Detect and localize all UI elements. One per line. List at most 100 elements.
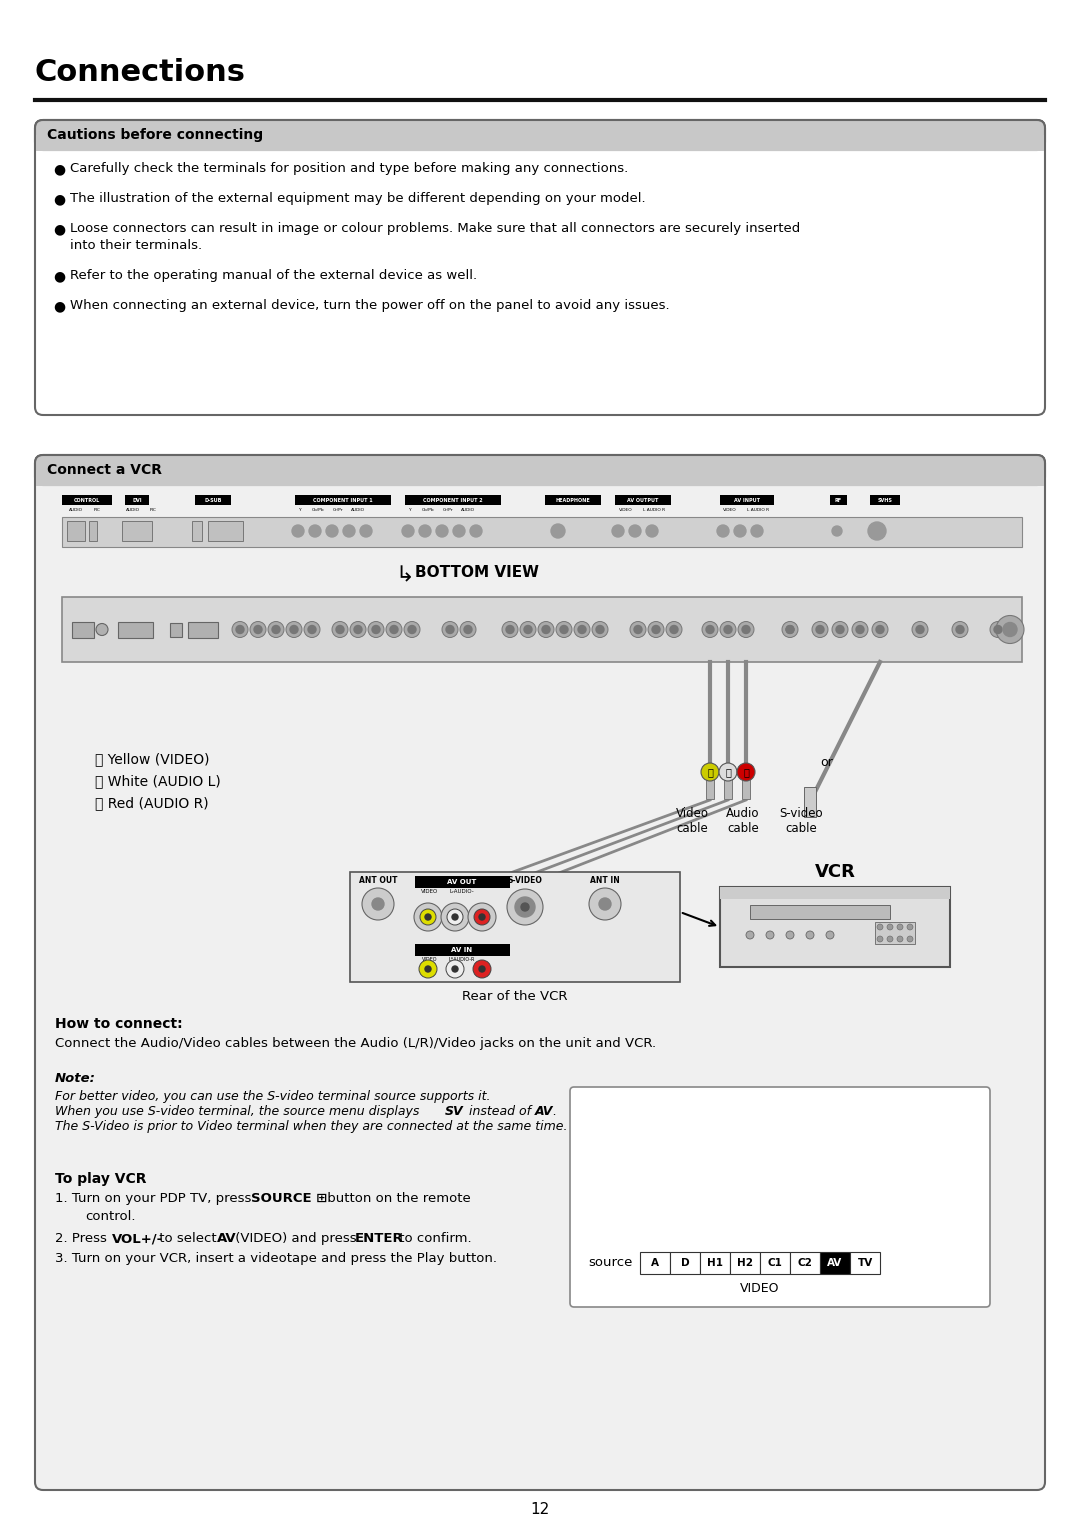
Circle shape <box>441 902 469 931</box>
Text: ⓡ: ⓡ <box>743 767 748 777</box>
Circle shape <box>782 621 798 637</box>
Text: (VIDEO) and press: (VIDEO) and press <box>231 1232 361 1245</box>
Circle shape <box>646 525 658 538</box>
Text: AV: AV <box>535 1106 553 1118</box>
Circle shape <box>630 621 646 637</box>
Text: How to connect:: How to connect: <box>55 1017 183 1031</box>
Circle shape <box>521 902 529 912</box>
Circle shape <box>419 960 437 977</box>
Text: Note:: Note: <box>55 1072 96 1086</box>
Bar <box>700 1252 730 1274</box>
Circle shape <box>897 924 903 930</box>
Text: L AUDIO R: L AUDIO R <box>747 508 769 512</box>
Text: ⓦ: ⓦ <box>725 767 731 777</box>
Circle shape <box>956 626 964 634</box>
Circle shape <box>737 764 755 780</box>
Text: CONTROL: CONTROL <box>73 498 100 502</box>
Text: PIC: PIC <box>149 508 157 512</box>
Text: ●: ● <box>53 192 65 206</box>
Bar <box>118 621 153 637</box>
Circle shape <box>746 931 754 939</box>
Text: AV OUT: AV OUT <box>447 880 476 886</box>
Circle shape <box>426 915 431 919</box>
Text: Cb/Pb: Cb/Pb <box>421 508 434 512</box>
Circle shape <box>812 621 828 637</box>
Circle shape <box>404 621 420 637</box>
Circle shape <box>816 626 824 634</box>
Circle shape <box>877 924 883 930</box>
FancyBboxPatch shape <box>35 455 1045 1490</box>
Circle shape <box>453 525 465 538</box>
Text: AUDIO: AUDIO <box>126 508 140 512</box>
Circle shape <box>436 525 448 538</box>
Circle shape <box>868 522 886 541</box>
Text: AV OUTPUT: AV OUTPUT <box>627 498 659 502</box>
Circle shape <box>254 626 262 634</box>
Circle shape <box>786 626 794 634</box>
Text: ●: ● <box>53 269 65 282</box>
Circle shape <box>877 936 883 942</box>
Circle shape <box>303 621 320 637</box>
Circle shape <box>237 626 244 634</box>
Circle shape <box>887 924 893 930</box>
Circle shape <box>447 909 463 925</box>
Circle shape <box>872 621 888 637</box>
Circle shape <box>480 915 485 919</box>
Bar <box>415 876 510 889</box>
Circle shape <box>599 898 611 910</box>
Circle shape <box>734 525 746 538</box>
Text: ⓦ White (AUDIO L): ⓦ White (AUDIO L) <box>95 774 220 788</box>
Bar <box>208 521 243 541</box>
Circle shape <box>332 621 348 637</box>
Circle shape <box>354 626 362 634</box>
Text: For better video, you can use the S-video terminal source supports it.: For better video, you can use the S-vide… <box>55 1090 490 1102</box>
Text: VIDEO: VIDEO <box>422 957 437 962</box>
Text: The S-Video is prior to Video terminal when they are connected at the same time.: The S-Video is prior to Video terminal w… <box>55 1119 567 1133</box>
Text: COMPONENT INPUT 2: COMPONENT INPUT 2 <box>423 498 483 502</box>
Circle shape <box>786 626 794 634</box>
Circle shape <box>446 960 464 977</box>
Circle shape <box>368 621 384 637</box>
Circle shape <box>502 621 518 637</box>
Text: Connections: Connections <box>35 58 246 87</box>
Circle shape <box>666 621 681 637</box>
Bar <box>36 134 1044 151</box>
Text: Connect a VCR: Connect a VCR <box>48 463 162 476</box>
Bar <box>170 623 183 637</box>
Text: into their terminals.: into their terminals. <box>70 240 202 252</box>
Text: to select: to select <box>156 1232 221 1245</box>
Circle shape <box>538 621 554 637</box>
Text: ⓨ Yellow (VIDEO): ⓨ Yellow (VIDEO) <box>95 751 210 767</box>
Circle shape <box>561 626 568 634</box>
Circle shape <box>390 626 399 634</box>
Circle shape <box>414 902 442 931</box>
Text: To play VCR: To play VCR <box>55 1173 147 1186</box>
Text: DVI: DVI <box>132 498 141 502</box>
Circle shape <box>670 626 678 634</box>
Bar <box>724 774 732 799</box>
Circle shape <box>1003 623 1017 637</box>
Text: Loose connectors can result in image or colour problems. Make sure that all conn: Loose connectors can result in image or … <box>70 221 800 235</box>
Text: BOTTOM VIEW: BOTTOM VIEW <box>415 565 539 580</box>
Circle shape <box>360 525 372 538</box>
Text: D-SUB: D-SUB <box>204 498 221 502</box>
Text: C2: C2 <box>797 1258 812 1267</box>
Circle shape <box>916 626 924 634</box>
Bar <box>789 1252 820 1274</box>
Circle shape <box>402 525 414 538</box>
Circle shape <box>453 967 458 973</box>
Text: .: . <box>552 1106 556 1118</box>
Circle shape <box>629 525 642 538</box>
Circle shape <box>291 626 298 634</box>
Circle shape <box>990 621 1005 637</box>
FancyBboxPatch shape <box>35 455 1045 486</box>
Circle shape <box>996 615 1024 643</box>
Circle shape <box>907 924 913 930</box>
Circle shape <box>786 931 794 939</box>
Text: SVHS: SVHS <box>878 498 892 502</box>
Text: 3. Turn on your VCR, insert a videotape and press the Play button.: 3. Turn on your VCR, insert a videotape … <box>55 1252 497 1264</box>
Text: ⓨ: ⓨ <box>707 767 713 777</box>
Text: S-VIDEO: S-VIDEO <box>508 876 542 886</box>
FancyBboxPatch shape <box>35 121 1045 150</box>
Bar <box>195 495 231 505</box>
